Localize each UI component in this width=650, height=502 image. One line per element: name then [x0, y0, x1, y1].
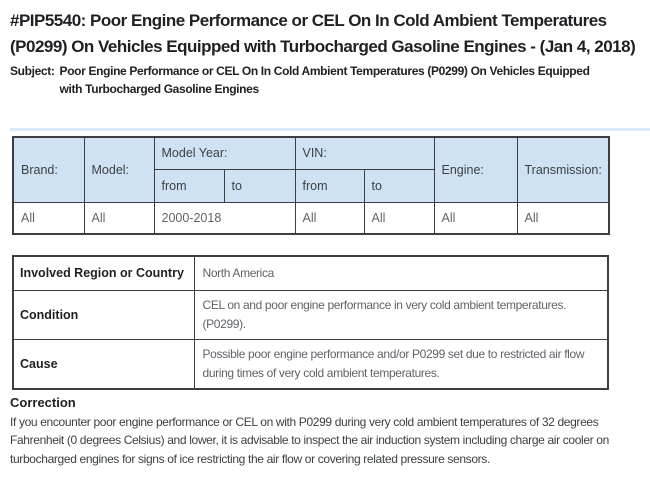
- region-label-cell: Involved Region or Country: [12, 255, 195, 291]
- vin-to-header-cell: to: [363, 168, 435, 203]
- section-divider: [10, 128, 650, 131]
- model-year-from-header-cell: from: [153, 168, 225, 203]
- model-year-header-cell: Model Year:: [153, 136, 296, 170]
- vehicle-table-header-row-1: Brand: Model: Model Year: VIN: Engine: T…: [12, 136, 610, 203]
- table-row: Cause Possible poor engine performance a…: [12, 338, 609, 389]
- vin-to-value-cell: All: [363, 201, 435, 235]
- vin-from-header-cell: from: [294, 168, 365, 203]
- vehicle-applicability-table: Brand: Model: Model Year: VIN: Engine: T…: [12, 136, 610, 235]
- region-value-cell: North America: [193, 255, 609, 291]
- subject-text: Poor Engine Performance or CEL On In Col…: [59, 64, 590, 96]
- correction-heading: Correction: [10, 394, 76, 410]
- table-row: Involved Region or Country North America: [12, 255, 609, 291]
- transmission-header-cell: Transmission:: [516, 136, 610, 203]
- subject-line: Subject: Poor Engine Performance or CEL …: [10, 62, 650, 98]
- brand-value-cell: All: [12, 201, 85, 235]
- table-row: Condition CEL on and poor engine perform…: [12, 289, 609, 340]
- cause-value-cell: Possible poor engine performance and/or …: [193, 338, 609, 389]
- model-header-cell: Model:: [83, 136, 155, 203]
- bulletin-details-table: Involved Region or Country North America…: [12, 255, 609, 390]
- subject-label: Subject:: [10, 64, 55, 78]
- vin-from-value-cell: All: [294, 201, 365, 235]
- engine-header-cell: Engine:: [433, 136, 518, 203]
- model-value-cell: All: [83, 201, 155, 235]
- engine-value-cell: All: [433, 201, 518, 235]
- vehicle-table-header-row-2: from to from to: [13, 168, 609, 203]
- model-year-to-header-cell: to: [223, 168, 296, 203]
- vehicle-table-data-row: All All 2000-2018 All All All All: [12, 201, 610, 235]
- correction-text: If you encounter poor engine performance…: [10, 414, 609, 466]
- condition-label-cell: Condition: [12, 289, 195, 340]
- transmission-value-cell: All: [516, 201, 610, 235]
- bulletin-document: #PIP5540: Poor Engine Performance or CEL…: [10, 11, 650, 466]
- model-year-range-value-cell: 2000-2018: [153, 201, 296, 235]
- brand-header-cell: Brand:: [12, 136, 85, 203]
- page-title: #PIP5540: Poor Engine Performance or CEL…: [10, 11, 636, 56]
- cause-label-cell: Cause: [12, 338, 195, 389]
- condition-value-cell: CEL on and poor engine performance in ve…: [193, 289, 609, 340]
- vin-header-cell: VIN:: [294, 136, 435, 170]
